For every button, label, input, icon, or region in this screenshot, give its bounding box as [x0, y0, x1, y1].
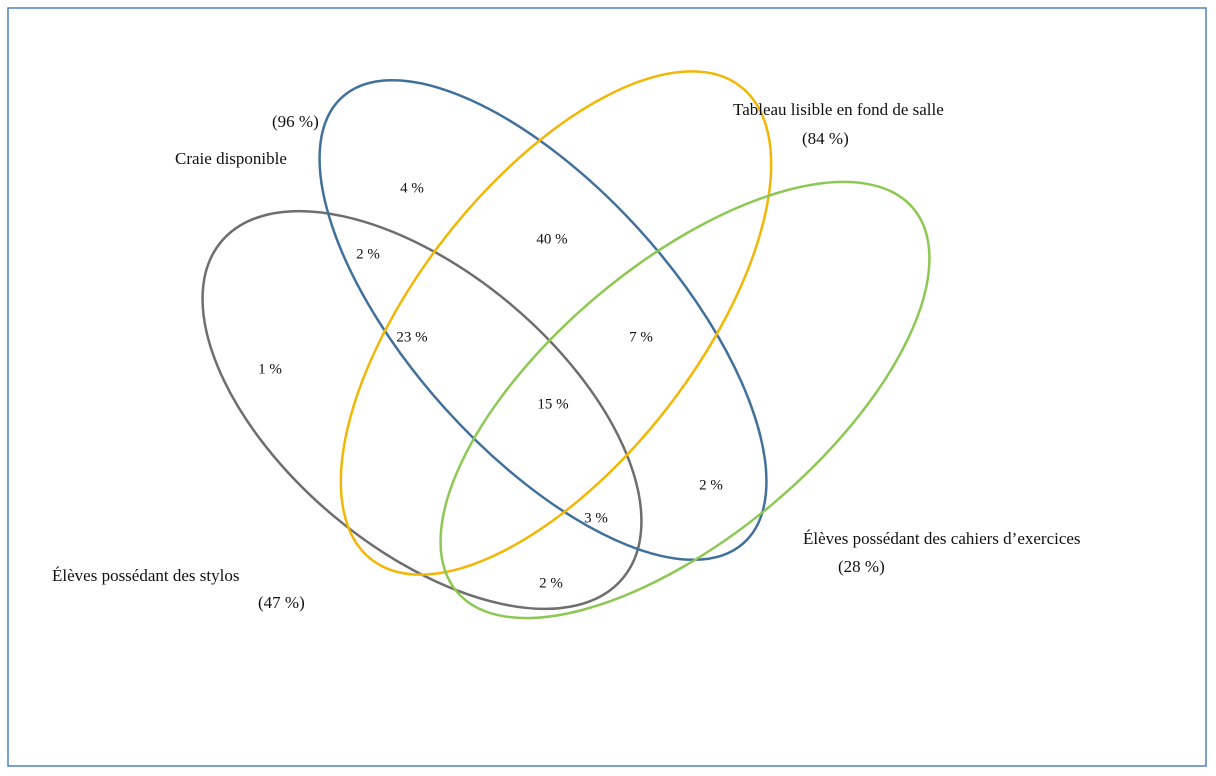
region-label: 3 % — [584, 510, 608, 526]
set-ellipse — [318, 78, 768, 562]
set-share: (84 %) — [802, 129, 849, 148]
region-label: 40 % — [536, 231, 567, 247]
set-share: (96 %) — [272, 112, 319, 131]
set-name: Élèves possédant des cahiers d’exercices — [803, 529, 1081, 548]
region-label: 7 % — [629, 329, 653, 345]
region-label: 23 % — [396, 329, 427, 345]
region-label: 2 % — [699, 477, 723, 493]
set-share: (28 %) — [838, 557, 885, 576]
region-label: 4 % — [400, 180, 424, 196]
set-ellipse — [339, 70, 773, 576]
set-share: (47 %) — [258, 593, 305, 612]
set-ellipse — [201, 209, 643, 611]
region-label: 15 % — [537, 396, 568, 412]
region-label: 2 % — [356, 246, 380, 262]
region-label: 1 % — [258, 361, 282, 377]
region-label: 2 % — [539, 575, 563, 591]
frame — [7, 7, 1207, 767]
set-name: Élèves possédant des stylos — [52, 566, 239, 585]
set-name: Tableau lisible en fond de salle — [733, 100, 944, 119]
set-name: Craie disponible — [175, 149, 287, 168]
set-ellipse — [439, 180, 931, 620]
